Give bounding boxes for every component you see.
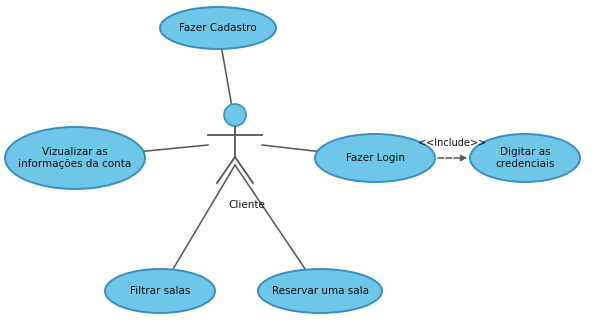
Ellipse shape xyxy=(105,269,215,313)
Ellipse shape xyxy=(258,269,382,313)
Text: Filtrar salas: Filtrar salas xyxy=(130,286,190,296)
Text: Reservar uma sala: Reservar uma sala xyxy=(271,286,368,296)
Ellipse shape xyxy=(160,7,276,49)
Text: <<Include>>: <<Include>> xyxy=(419,138,486,148)
Ellipse shape xyxy=(315,134,435,182)
Circle shape xyxy=(224,104,246,126)
Ellipse shape xyxy=(470,134,580,182)
Text: Digitar as
credenciais: Digitar as credenciais xyxy=(495,147,555,169)
Text: Cliente: Cliente xyxy=(229,200,265,210)
Text: Fazer Cadastro: Fazer Cadastro xyxy=(179,23,257,33)
Text: Fazer Login: Fazer Login xyxy=(346,153,404,163)
Text: Vizualizar as
informações da conta: Vizualizar as informações da conta xyxy=(19,147,132,169)
Ellipse shape xyxy=(5,127,145,189)
